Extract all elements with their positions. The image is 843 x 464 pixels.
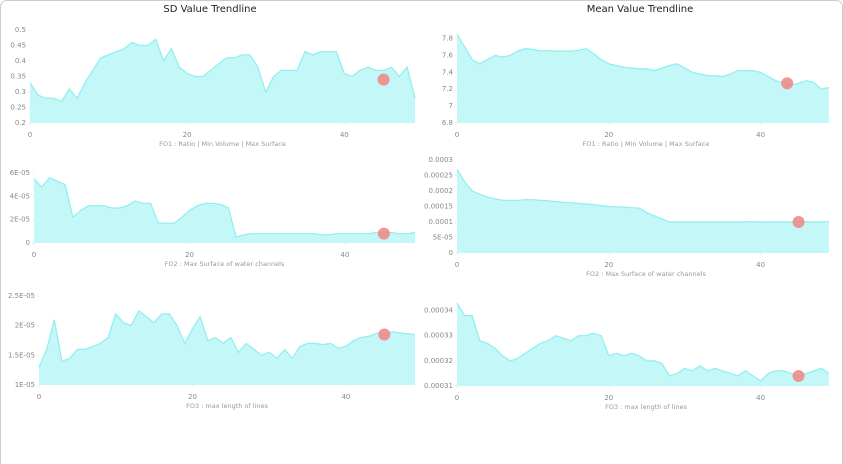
line	[456, 33, 830, 90]
y-tick-label: 0.0002	[429, 187, 454, 195]
column-header: Mean Value Trendline	[587, 4, 693, 15]
y-tick-label: 1.5E-05	[8, 351, 35, 359]
x-axis-label: FO2 : Max Surface of water channels	[586, 270, 706, 278]
y-tick-label: 0.4	[15, 57, 27, 65]
y-tick-label: 0.00025	[424, 172, 453, 180]
line	[38, 309, 416, 368]
x-axis-label: FO1 : Ratio | Min Volume | Max Surface	[159, 140, 286, 148]
x-tick-label: 0	[455, 261, 459, 269]
y-tick-label: 6.8	[442, 119, 453, 127]
y-tick-label: 7.6	[442, 51, 454, 59]
area	[457, 169, 829, 253]
y-tick-label: 0.3	[15, 88, 26, 96]
y-tick-label: 7.2	[442, 85, 453, 93]
x-axis-label: FO1 : Ratio | Min Volume | Max Surface	[583, 140, 710, 148]
y-tick-label: 2E-05	[10, 216, 30, 224]
x-axis-label: FO3 : max length of lines	[186, 402, 268, 410]
x-tick-label: 20	[604, 394, 613, 402]
highlight-point	[792, 216, 805, 228]
highlight-point	[781, 77, 794, 90]
area	[457, 34, 829, 124]
y-tick-label: 7	[449, 102, 453, 110]
x-tick-label: 40	[340, 131, 349, 139]
y-tick-label: 0.00031	[424, 382, 453, 390]
area	[34, 177, 415, 243]
x-tick-label: 40	[756, 261, 765, 269]
column-header: SD Value Trendline	[163, 4, 256, 15]
y-tick-label: 0.35	[10, 73, 26, 81]
x-tick-label: 40	[756, 394, 765, 402]
highlight-point	[792, 369, 805, 382]
highlight-point	[377, 227, 390, 240]
area	[30, 39, 415, 123]
y-tick-label: 5E-05	[433, 234, 453, 242]
line	[29, 38, 416, 103]
area	[457, 303, 829, 386]
y-tick-label: 7.8	[442, 34, 453, 42]
line	[456, 168, 829, 223]
x-tick-label: 40	[756, 131, 765, 139]
y-tick-label: 0.5	[15, 26, 26, 34]
x-axis-label: FO2 : Max Surface of water channels	[165, 260, 285, 268]
y-tick-label: 6E-05	[10, 169, 30, 177]
x-tick-label: 40	[341, 393, 350, 401]
y-tick-label: 0.00034	[424, 307, 453, 315]
y-tick-label: 0.0003	[429, 156, 454, 164]
line	[33, 176, 416, 238]
x-tick-label: 40	[341, 251, 350, 259]
y-tick-label: 2.5E-05	[8, 292, 35, 300]
y-tick-label: 4E-05	[10, 192, 30, 200]
y-tick-label: 0.0001	[429, 218, 454, 226]
y-tick-label: 0	[26, 239, 30, 247]
y-tick-label: 1E-05	[15, 381, 35, 389]
y-tick-label: 0	[449, 249, 453, 257]
y-tick-label: 0.45	[10, 42, 26, 50]
x-tick-label: 0	[28, 131, 32, 139]
x-tick-label: 20	[183, 131, 192, 139]
area	[39, 310, 415, 385]
x-axis-label: FO3 : max length of lines	[605, 403, 687, 411]
y-tick-label: 7.4	[442, 68, 454, 76]
x-tick-label: 0	[455, 131, 459, 139]
x-tick-label: 20	[188, 393, 197, 401]
x-tick-label: 0	[32, 251, 36, 259]
x-tick-label: 20	[604, 131, 613, 139]
x-tick-label: 0	[37, 393, 41, 401]
y-tick-label: 0.2	[15, 119, 26, 127]
y-tick-label: 0.00033	[424, 332, 453, 340]
x-tick-label: 20	[604, 261, 613, 269]
x-tick-label: 0	[455, 394, 459, 402]
line	[456, 302, 830, 382]
highlight-point	[377, 73, 390, 86]
y-tick-label: 2E-05	[15, 322, 35, 330]
y-tick-label: 0.00015	[424, 203, 453, 211]
highlight-point	[378, 328, 391, 341]
y-tick-label: 0.00032	[424, 357, 453, 365]
x-tick-label: 20	[185, 251, 194, 259]
y-tick-label: 0.25	[10, 104, 26, 112]
